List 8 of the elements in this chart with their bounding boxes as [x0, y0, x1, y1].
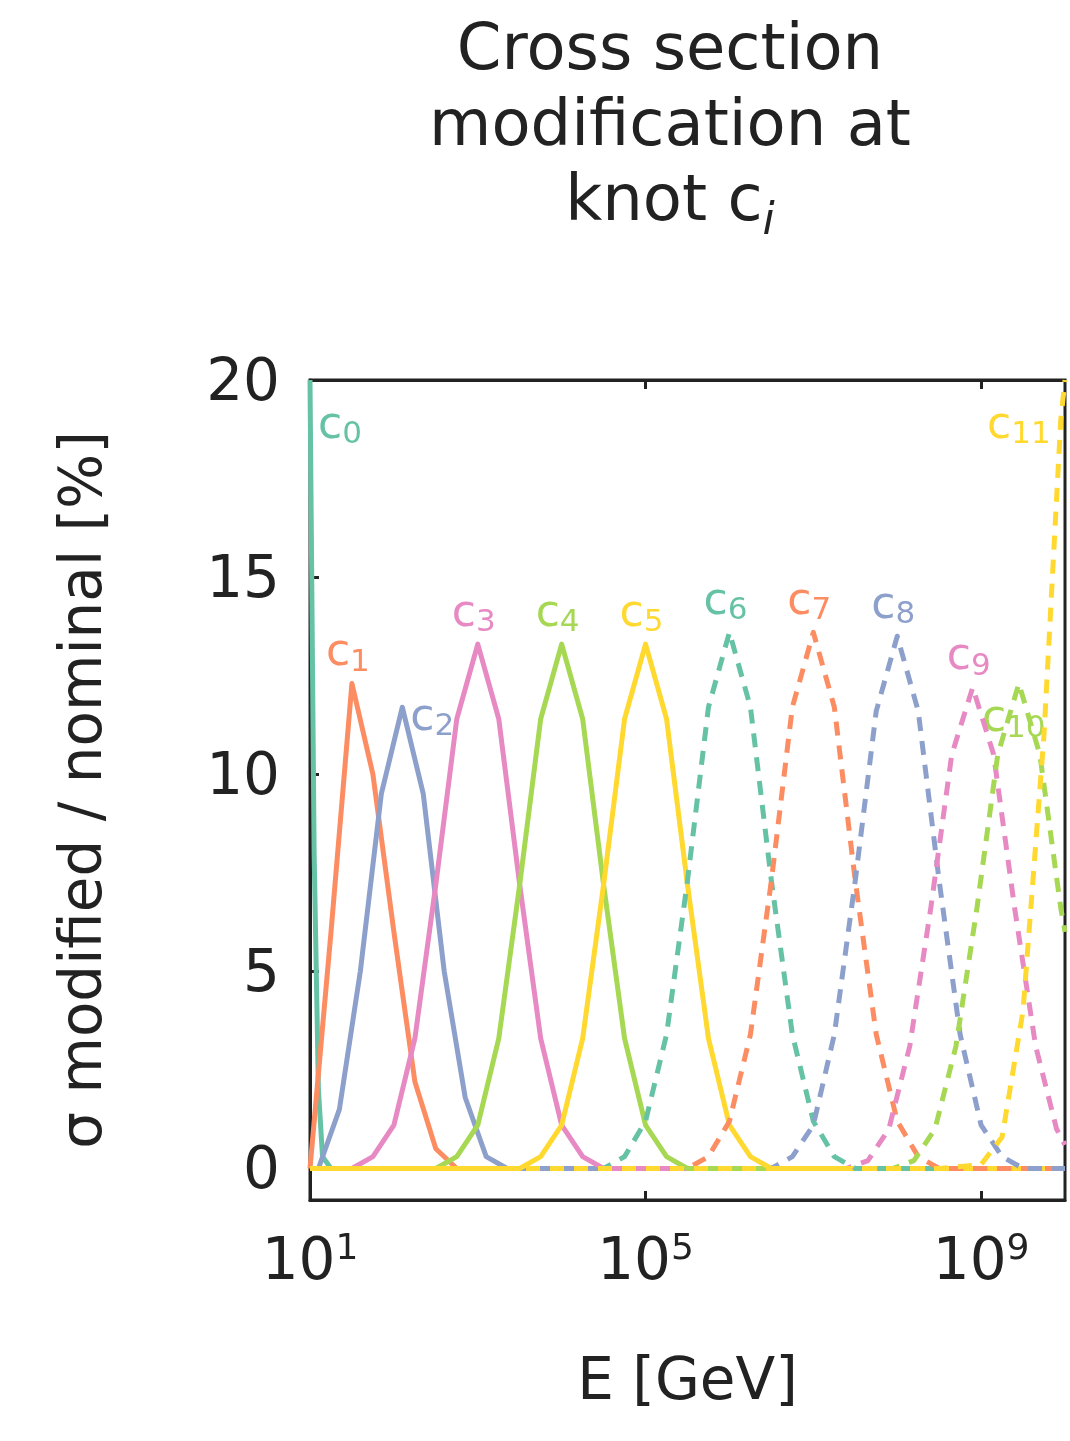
y-tick-label: 0	[243, 1134, 280, 1203]
y-axis-title: σ modified / nominal [%]	[47, 431, 115, 1149]
y-tick-label: 15	[206, 543, 280, 612]
x-axis-title: E [GeV]	[577, 1345, 798, 1413]
y-tick-label: 5	[243, 937, 280, 1006]
y-tick-label: 10	[206, 740, 280, 809]
chart-title: Cross section modification at knot c$_{i}$	[428, 10, 912, 245]
y-tick-label: 20	[206, 346, 280, 414]
